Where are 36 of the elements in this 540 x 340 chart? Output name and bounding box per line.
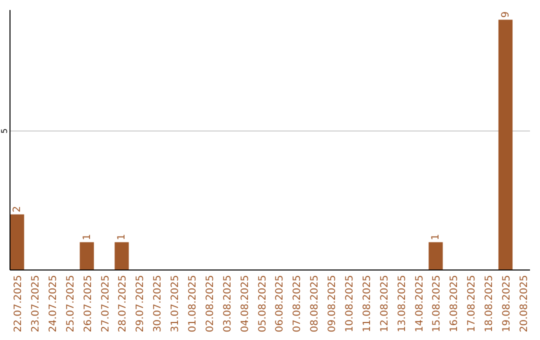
data-label: 2 [12,206,24,212]
x-tick-label: 24.07.2025 [48,275,59,332]
x-tick-label: 17.08.2025 [466,275,478,332]
x-tick-label: 10.08.2025 [344,275,356,332]
data-label: 1 [82,234,93,240]
x-tick-label: 14.08.2025 [414,275,426,332]
x-tick-label: 06.08.2025 [274,275,286,332]
x-tick-label: 09.08.2025 [327,275,338,332]
x-tick-label: 29.07.2025 [135,275,146,332]
x-tick-label: 01.08.2025 [188,275,199,332]
x-tick-label: 22.07.2025 [13,275,24,332]
x-tick-label: 08.08.2025 [310,275,321,332]
x-tick-label: 28.07.2025 [118,275,129,332]
x-tick-label: 30.07.2025 [152,275,164,332]
x-tick-label: 02.08.2025 [204,275,216,332]
x-tick-label: 25.07.2025 [65,275,76,332]
data-label: 1 [430,234,442,240]
x-tick-label: 03.08.2025 [222,275,234,332]
x-tick-label: 27.07.2025 [100,275,112,332]
data-label: 9 [500,11,512,18]
x-tick-label: 31.07.2025 [170,275,182,332]
x-tick-label: 07.08.2025 [292,275,304,332]
x-tick-label: 23.07.2025 [30,275,42,332]
data-label: 1 [116,234,128,240]
x-tick-label: 26.07.2025 [82,275,94,332]
x-tick-label: 16.08.2025 [449,275,460,332]
x-tick-label: 05.08.2025 [257,275,268,332]
x-tick-label: 20.08.2025 [518,275,530,332]
x-tick-label: 15.08.2025 [432,275,443,332]
x-tick-label: 13.08.2025 [396,275,408,332]
y-tick-label: 5 [0,128,9,134]
x-tick-label: 11.08.2025 [362,275,373,332]
x-tick-label: 19.08.2025 [501,275,512,332]
x-tick-label: 04.08.2025 [240,275,251,332]
x-tick-label: 12.08.2025 [379,275,390,332]
x-tick-label: 18.08.2025 [484,275,496,332]
